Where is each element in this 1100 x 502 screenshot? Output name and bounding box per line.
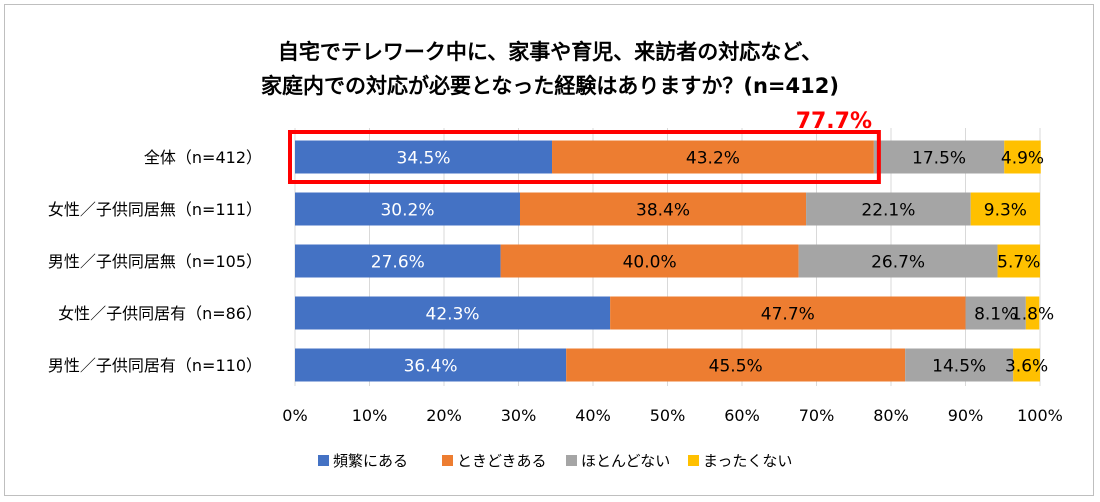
bar-segment <box>610 296 966 330</box>
data-label: 26.7% <box>871 253 925 273</box>
bar-segment <box>905 348 1014 382</box>
bar-segment <box>873 140 1005 174</box>
bar-segment <box>1013 348 1040 382</box>
chart-title-line-1: 自宅でテレワーク中に、家事や育児、来訪者の対応など、 <box>277 40 823 64</box>
x-tick-label: 80% <box>873 406 909 425</box>
x-tick-label: 30% <box>501 406 537 425</box>
highlight-label: 77.7% <box>796 109 872 134</box>
data-label: 17.5% <box>912 149 966 169</box>
legend-label: まったくない <box>703 452 792 470</box>
legend-swatch <box>318 455 329 466</box>
data-label: 8.1% <box>974 305 1017 325</box>
bars: 34.5% 43.2% 17.5% 4.9% 30.2% 38.4% 22.1% 9.3% 27… <box>295 140 1054 382</box>
bar-segment <box>295 192 520 226</box>
legend-swatch <box>688 455 699 466</box>
data-label: 1.8% <box>1011 305 1054 325</box>
bar-segment <box>1004 140 1041 174</box>
bar-segment <box>552 140 874 174</box>
data-label: 34.5% <box>397 149 451 169</box>
chart-title-line-2: 家庭内での対応が必要となった経験はありますか？(n=412) <box>261 74 839 98</box>
data-label: 30.2% <box>380 201 434 221</box>
x-tick-label: 90% <box>948 406 984 425</box>
data-label: 5.7% <box>997 253 1040 273</box>
bar-segment <box>295 140 553 174</box>
bar-segment <box>295 296 611 330</box>
legend-swatch <box>566 455 577 466</box>
data-label: 27.6% <box>371 253 425 273</box>
legend-label: ほとんどない <box>581 452 670 470</box>
legend-label: ときどきある <box>457 452 547 470</box>
bar-segment <box>970 192 1040 226</box>
data-label: 47.7% <box>761 305 815 325</box>
data-label: 22.1% <box>861 201 915 221</box>
bar-segment <box>500 244 799 278</box>
category-label: 男性／子供同居有（n=110） <box>48 356 262 375</box>
data-label: 36.4% <box>404 357 458 377</box>
legend-swatch <box>442 455 453 466</box>
category-label: 女性／子供同居無（n=111） <box>48 200 262 219</box>
category-labels: 全体（n=412） 女性／子供同居無（n=111） 男性／子供同居無（n=105） 女… <box>48 148 262 375</box>
x-tick-label: 0% <box>282 406 307 425</box>
highlight-box <box>288 130 881 184</box>
data-label: 38.4% <box>636 201 690 221</box>
bar-segment <box>295 244 501 278</box>
bar-segment <box>295 348 567 382</box>
category-label: 全体（n=412） <box>144 148 262 167</box>
data-label: 43.2% <box>686 149 740 169</box>
highlight-annotation: 77.7% <box>288 109 881 184</box>
data-label: 42.3% <box>426 305 480 325</box>
legend-label: 頻繁にある <box>333 452 408 470</box>
bar-segment <box>1025 296 1040 330</box>
x-tick-label: 70% <box>799 406 835 425</box>
data-label: 4.9% <box>1001 149 1044 169</box>
data-label: 3.6% <box>1005 357 1048 377</box>
legend: 頻繁にある ときどきある ほとんどない まったくない <box>318 452 792 470</box>
bar-segment <box>997 244 1040 278</box>
x-tick-label: 60% <box>724 406 760 425</box>
x-tick-labels: 0% 10% 20% 30% 40% 50% 60% 70% 80% 90% 100% <box>282 406 1063 425</box>
x-tick-label: 100% <box>1017 406 1063 425</box>
bar-segment <box>519 192 807 226</box>
data-label: 9.3% <box>984 201 1027 221</box>
x-tick-label: 20% <box>426 406 462 425</box>
data-label: 45.5% <box>709 357 763 377</box>
x-tick-label: 40% <box>575 406 611 425</box>
x-tick-label: 50% <box>650 406 686 425</box>
x-tick-label: 10% <box>352 406 388 425</box>
data-label: 14.5% <box>932 357 986 377</box>
category-label: 男性／子供同居無（n=105） <box>48 252 262 271</box>
data-label: 40.0% <box>623 253 677 273</box>
category-label: 女性／子供同居有（n=86） <box>58 304 262 323</box>
bar-segment <box>798 244 998 278</box>
chart-frame <box>4 4 1094 496</box>
bar-segment <box>965 296 1026 330</box>
bar-segment <box>806 192 971 226</box>
bar-segment <box>566 348 906 382</box>
